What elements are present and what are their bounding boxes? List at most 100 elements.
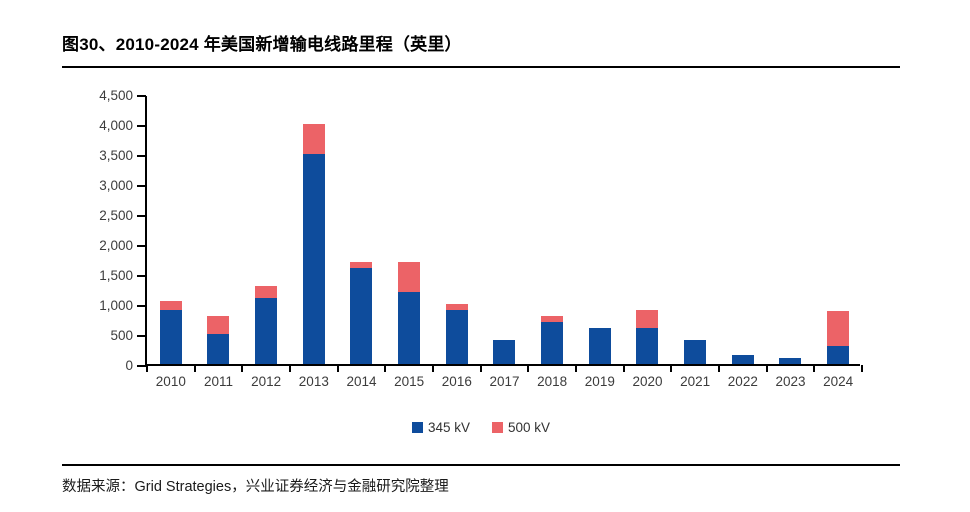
- bar-slot-2017: [481, 94, 529, 364]
- chart-legend: 345 kV 500 kV: [62, 420, 900, 435]
- stacked-bar-2018: [541, 316, 564, 364]
- x-axis-tick: [527, 365, 530, 372]
- x-axis-label-2022: 2022: [727, 374, 758, 389]
- y-axis-tick-label: 500: [110, 328, 133, 343]
- bar-slot-2019: [576, 94, 624, 364]
- y-axis-tick: [137, 95, 146, 97]
- x-axis-tick: [193, 365, 196, 372]
- bar-segment-345kv-2024: [827, 346, 850, 364]
- bar-segment-345kv-2023: [779, 358, 802, 364]
- y-axis-tick-label: 3,000: [99, 178, 133, 193]
- x-axis-tick: [718, 365, 720, 372]
- stacked-bar-2011: [207, 316, 230, 364]
- figure-title: 图30、2010-2024 年美国新增输电线路里程（英里）: [62, 35, 462, 54]
- x-axis-label-2023: 2023: [775, 374, 806, 389]
- stacked-bar-2015: [398, 262, 421, 364]
- stacked-bar-2016: [445, 304, 468, 364]
- bar-segment-500kv-2015: [398, 262, 421, 292]
- bar-segment-500kv-2011: [207, 316, 230, 334]
- x-axis-tick: [241, 365, 244, 372]
- y-axis-tick-label: 4,500: [99, 88, 133, 103]
- stacked-bar-2023: [779, 358, 802, 364]
- x-axis-tick: [336, 365, 339, 372]
- bar-segment-500kv-2016: [445, 304, 468, 310]
- bar-slot-2024: [814, 94, 862, 364]
- x-axis-tick: [146, 365, 148, 372]
- bar-segment-500kv-2012: [255, 286, 278, 298]
- legend-label: 500 kV: [508, 420, 551, 435]
- bar-slot-2023: [767, 94, 815, 364]
- x-axis-label-2018: 2018: [537, 374, 568, 389]
- x-axis-tick: [622, 365, 625, 372]
- stacked-bar-2013: [302, 124, 325, 364]
- bar-slot-2011: [195, 94, 243, 364]
- x-axis-tick: [670, 365, 673, 372]
- bar-segment-500kv-2018: [541, 316, 564, 322]
- x-axis-label-2015: 2015: [394, 374, 425, 389]
- bar-segment-345kv-2019: [588, 328, 611, 364]
- x-axis-tick: [813, 365, 816, 372]
- bar-slot-2014: [338, 94, 386, 364]
- bar-segment-500kv-2014: [350, 262, 373, 268]
- bar-slot-2013: [290, 94, 338, 364]
- bar-segment-345kv-2013: [302, 154, 325, 364]
- legend-item-500kv: 500 kV: [492, 420, 550, 435]
- x-axis-tick: [575, 365, 577, 372]
- bar-segment-345kv-2010: [159, 310, 182, 364]
- legend-label: 345 kV: [427, 420, 470, 435]
- y-axis-tick-label: 4,000: [99, 118, 133, 133]
- y-axis-tick-label: 0: [125, 358, 133, 373]
- bar-slot-2021: [671, 94, 719, 364]
- bar-segment-500kv-2010: [159, 301, 182, 310]
- bar-segment-345kv-2012: [255, 298, 278, 364]
- x-axis-label-2010: 2010: [155, 374, 186, 389]
- y-axis-tick: [137, 365, 146, 367]
- stacked-bar-2024: [827, 311, 850, 364]
- stacked-bar-2020: [636, 310, 659, 364]
- stacked-bar-2014: [350, 262, 373, 364]
- x-axis-label-2014: 2014: [346, 374, 377, 389]
- y-axis-tick: [137, 275, 146, 277]
- x-axis-label-2011: 2011: [203, 374, 233, 389]
- x-axis-label-2017: 2017: [489, 374, 520, 389]
- bar-segment-345kv-2016: [445, 310, 468, 364]
- x-axis-tick: [479, 365, 482, 372]
- y-axis-tick-label: 1,500: [99, 268, 133, 283]
- bar-segment-345kv-2017: [493, 340, 516, 364]
- figure-title-block: 图30、2010-2024 年美国新增输电线路里程（英里）: [62, 30, 900, 68]
- x-axis-tick: [289, 365, 291, 372]
- y-axis-tick: [137, 245, 146, 247]
- legend-swatch-icon: [492, 422, 503, 433]
- y-axis-tick-label: 3,500: [99, 148, 133, 163]
- bar-segment-500kv-2020: [636, 310, 659, 328]
- legend-swatch-icon: [411, 422, 423, 433]
- bar-segment-345kv-2014: [350, 268, 373, 364]
- y-axis-tick-label: 2,500: [99, 208, 133, 223]
- bar-slot-2015: [385, 94, 433, 364]
- y-axis-tick-label: 2,000: [99, 238, 133, 253]
- stacked-bar-2021: [684, 340, 707, 364]
- bar-chart-plot-area: 0 500 1,000 1,500 2,000 2,500 3,000 3,500 4,000 4…: [99, 88, 863, 389]
- y-axis-tick: [137, 335, 146, 337]
- x-axis-label-2019: 2019: [584, 374, 615, 389]
- x-axis-tick: [384, 365, 387, 372]
- bar-segment-345kv-2011: [207, 334, 230, 364]
- y-axis-tick: [137, 215, 146, 217]
- x-axis-label-2021: 2021: [680, 374, 711, 389]
- bar-segment-345kv-2018: [541, 322, 564, 364]
- bar-slot-2016: [433, 94, 481, 364]
- source-text: 数据来源：Grid Strategies，兴业证券经济与金融研究院整理: [62, 479, 449, 495]
- stacked-bar-2022: [731, 355, 754, 364]
- y-axis-tick: [137, 185, 146, 187]
- x-axis-label-2013: 2013: [298, 374, 329, 389]
- bar-segment-345kv-2022: [731, 355, 754, 364]
- x-axis-tick: [432, 365, 434, 372]
- bar-slot-2022: [719, 94, 767, 364]
- bar-slot-2018: [528, 94, 576, 364]
- y-axis-tick: [137, 305, 146, 307]
- bar-segment-345kv-2020: [636, 328, 659, 364]
- legend-item-345kv: 345 kV: [411, 420, 470, 435]
- bar-segment-345kv-2015: [398, 292, 421, 364]
- bar-segment-500kv-2013: [302, 124, 325, 154]
